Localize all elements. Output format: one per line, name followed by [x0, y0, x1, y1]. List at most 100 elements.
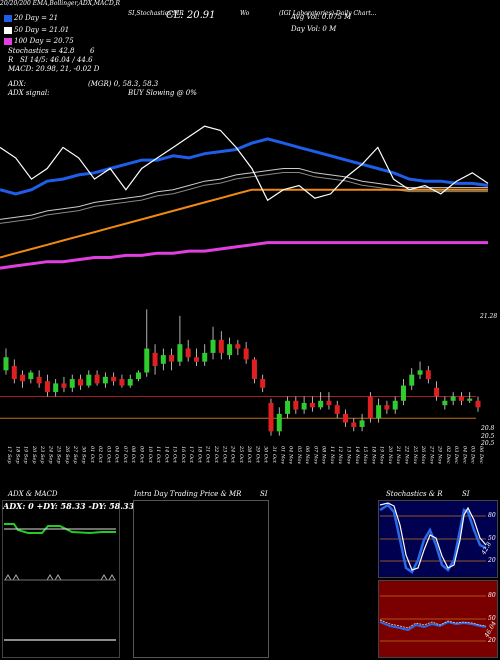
x-tick-label: 27 Nov — [428, 445, 434, 464]
x-tick-label: 18 Sep — [14, 446, 20, 464]
moving-average-chart — [0, 125, 489, 270]
x-tick-label: 07 Nov — [312, 446, 318, 464]
series-line-0 — [0, 137, 489, 196]
macd-marker — [46, 574, 54, 581]
day-volume: Day Vol: 0 M — [291, 25, 337, 33]
candle-body — [260, 379, 266, 388]
candle-body — [61, 383, 67, 388]
candle-body — [152, 352, 158, 366]
candle-body — [218, 339, 224, 353]
x-tick-label: 26 Nov — [420, 445, 426, 464]
x-tick-label: 16 Oct — [180, 446, 186, 464]
candle-body — [235, 344, 241, 349]
candle-body — [119, 379, 125, 386]
adx-panel-title: ADX & MACD — [8, 490, 58, 498]
x-tick-label: 15 Nov — [362, 446, 368, 464]
x-tick-label: 20 Sep — [31, 445, 37, 464]
candle-body — [326, 400, 332, 406]
candle-body — [467, 398, 473, 401]
buy-signal: BUY Slowing @ 0% — [128, 89, 197, 97]
ma50-swatch — [4, 26, 12, 34]
candle-body — [434, 387, 440, 397]
adx-line — [4, 523, 116, 535]
candle-body — [309, 402, 315, 408]
candle-body — [102, 376, 108, 384]
candle-body — [202, 352, 208, 362]
stochastics-label: Stochastics = 42.8 — [8, 47, 75, 55]
candle-body — [334, 405, 340, 414]
adx-signal-label: ADX signal: — [8, 89, 50, 97]
candle-body — [94, 374, 100, 384]
candle-body — [425, 370, 431, 380]
si-label: SI 14/5: 46.04 / 44.6 — [20, 56, 93, 64]
stoch-tick-50: 50 — [488, 535, 496, 542]
adx-values: ADX: 0 +DY: 58.33 -DY: 58.33 — [3, 501, 135, 511]
x-tick-label: 02 Oct — [97, 446, 103, 464]
stoch-tick-20: 20 — [488, 557, 496, 564]
x-tick-label: 12 Nov — [337, 446, 343, 464]
candle-body — [78, 379, 84, 386]
x-tick-label: 06 Dec — [478, 446, 484, 464]
x-tick-label: 05 Nov — [296, 446, 302, 464]
x-tick-label: 28 Oct — [246, 445, 252, 464]
x-tick-label: 05 Dec — [470, 446, 476, 464]
x-tick-label: 08 Nov — [321, 446, 327, 464]
candle-body — [285, 400, 291, 414]
stochastics-k-line — [379, 503, 487, 574]
si-tick-50: 50 — [488, 615, 496, 622]
x-tick-label: 01 Oct — [89, 446, 95, 464]
candle-body — [127, 379, 133, 386]
macd-marker — [100, 574, 108, 581]
stochastics-value: 6 — [90, 47, 95, 55]
candle-body — [475, 400, 481, 408]
ma20-label: 20 Day = 21 — [4, 14, 58, 22]
candle-body — [3, 357, 9, 371]
x-tick-label: 18 Oct — [196, 446, 202, 464]
candle-body — [318, 400, 324, 408]
stochastics-si-label: SI — [462, 490, 470, 498]
x-tick-label: 31 Oct — [271, 446, 277, 464]
candle-body — [442, 400, 448, 406]
series-line-4 — [0, 125, 489, 202]
candle-body — [144, 348, 150, 373]
x-tick-label: 26 Sep — [64, 445, 70, 464]
axis-low1-label: 20.8 — [481, 425, 495, 432]
macd-marker — [54, 574, 62, 581]
x-tick-label: 06 Nov — [304, 446, 310, 464]
x-tick-label: 09 Oct — [138, 446, 144, 464]
x-tick-label: 11 Nov — [329, 446, 335, 464]
x-tick-label: 30 Sep — [81, 446, 87, 464]
r-label: R — [8, 56, 14, 64]
series-line-band — [0, 172, 488, 224]
intraday-panel — [133, 500, 269, 658]
si-tick-80: 80 — [488, 592, 496, 599]
x-tick-label: 29 Nov — [437, 445, 443, 464]
si-mini-label: SI,Stochastics,MR — [128, 10, 184, 17]
chart-title: (IGI Laboratories) Daily Chart... — [279, 10, 377, 17]
x-tick-label: 21 Nov — [395, 445, 401, 464]
x-tick-label: 25 Sep — [56, 445, 62, 464]
x-tick-label: 24 Sep — [47, 445, 53, 464]
candle-body — [177, 344, 183, 362]
macd-marker — [108, 574, 116, 581]
x-tick-label: 23 Sep — [39, 445, 45, 464]
candle-body — [20, 374, 26, 382]
axis-top-label: 21.28 — [480, 313, 498, 320]
candle-body — [135, 372, 141, 380]
candle-body — [276, 413, 282, 432]
x-tick-label: 03 Oct — [105, 446, 111, 464]
x-tick-label: 17 Oct — [188, 446, 194, 464]
candle-body — [44, 381, 50, 393]
candle-body — [400, 385, 406, 401]
candle-body — [11, 365, 17, 380]
x-tick-label: 27 Sep — [72, 445, 78, 464]
candle-body — [36, 376, 42, 384]
candle-body — [458, 396, 464, 401]
candle-body — [160, 355, 166, 364]
wo-label: Wo — [240, 10, 250, 17]
x-tick-label: 04 Dec — [461, 446, 467, 464]
x-tick-label: 20 Nov — [387, 445, 393, 464]
stochastics-panel-title: Stochastics & R — [386, 490, 443, 498]
x-tick-label: 30 Oct — [263, 446, 269, 464]
